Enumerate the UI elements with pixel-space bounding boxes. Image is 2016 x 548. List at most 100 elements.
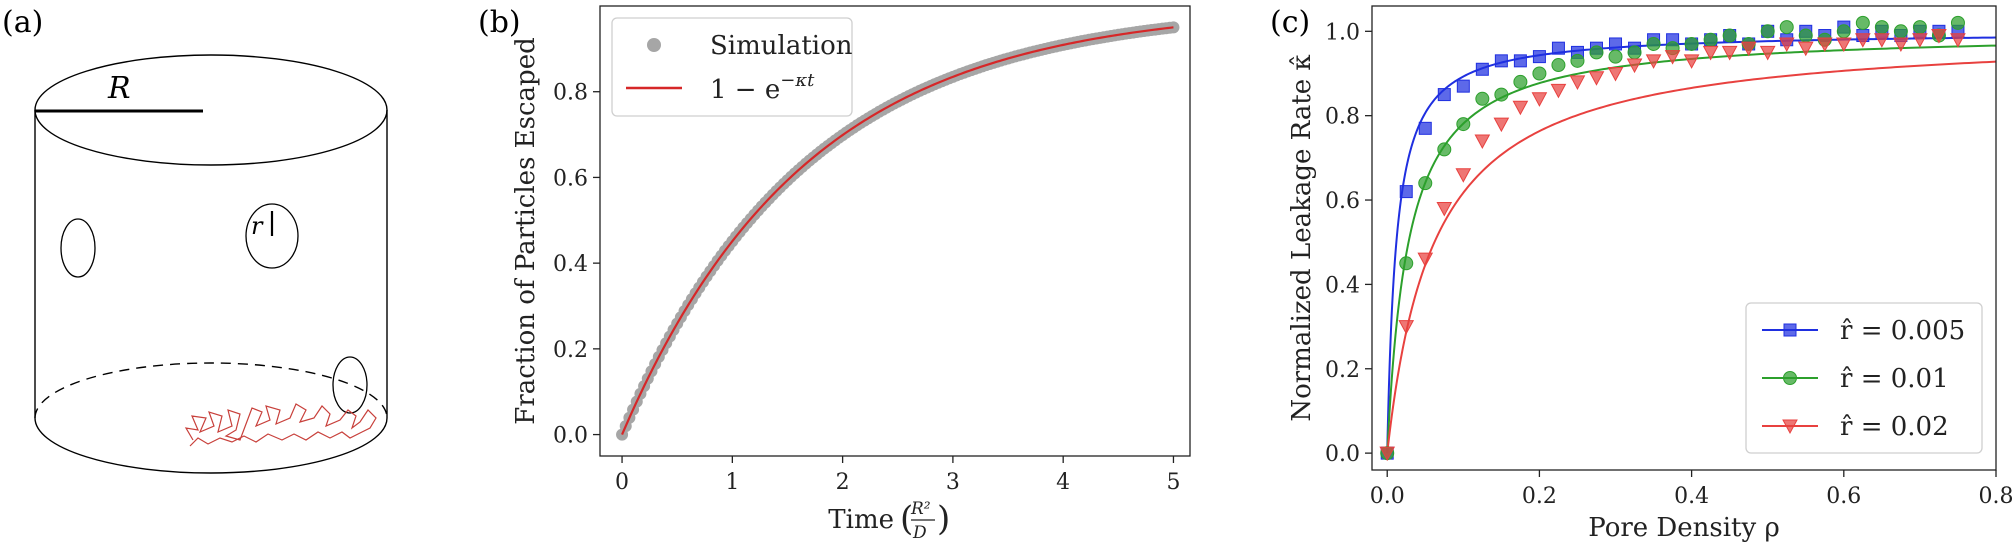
c-marker-triangle-down: [1531, 92, 1548, 107]
b-xtick-label: 4: [1056, 470, 1070, 495]
c-ytick-label: 0.0: [1325, 442, 1360, 467]
b-fit-line: [621, 26, 1174, 436]
c-marker-triangle-down: [1797, 41, 1814, 57]
cylinder-bottom-back-arc: [34, 362, 388, 419]
c-legend: r̂ = 0.005 r̂ = 0.01 r̂ = 0.02: [1745, 302, 1983, 454]
panel-label-b: (b): [478, 5, 521, 40]
c-legend-marker: [1783, 371, 1797, 385]
b-xtick-label: 2: [836, 470, 850, 495]
c-marker-triangle-down: [1740, 41, 1757, 57]
panel-c-chart: (c) 0.0 0.2 0.4 0.6 0.8 1.0 0.0 0.2 0.4 0.6 0.8 N…: [1270, 5, 2014, 543]
c-marker-circle: [1779, 20, 1794, 35]
cylinder: [34, 54, 388, 474]
c-marker-triangle-down: [1912, 33, 1928, 48]
c-ytick-label: 0.4: [1325, 273, 1360, 298]
c-xtick-label: 0.8: [1979, 484, 2014, 509]
b-x-ticks: 0 1 2 3 4 5: [615, 456, 1180, 495]
c-legend-marker: [1782, 419, 1798, 435]
c-marker-triangle-down: [1683, 54, 1700, 69]
c-marker-square: [1494, 54, 1508, 68]
c-y-ticks: 0.0 0.2 0.4 0.6 0.8 1.0: [1325, 20, 1372, 467]
c-xlabel: Pore Density ρ: [1588, 513, 1780, 543]
c-marker-triangle-down: [1607, 66, 1624, 82]
c-marker-triangle-down: [1835, 37, 1852, 53]
c-marker-circle: [1494, 87, 1509, 102]
c-marker-triangle-down: [1588, 71, 1605, 86]
c-marker-triangle-down: [1759, 45, 1776, 61]
b-ytick-label: 0.8: [553, 81, 588, 106]
svg-text:(: (: [900, 499, 913, 539]
b-y-ticks: 0.0 0.2 0.4 0.6 0.8: [553, 81, 600, 449]
c-marker-circle: [1874, 20, 1889, 35]
c-marker-triangle-down: [1417, 252, 1434, 268]
c-marker-triangle-down: [1645, 54, 1662, 69]
b-xtick-label: 0: [615, 470, 629, 495]
b-ytick-label: 0.0: [553, 424, 588, 449]
c-xtick-label: 0.0: [1370, 484, 1405, 509]
c-legend-marker: [1783, 323, 1797, 337]
c-marker-triangle-down: [1816, 37, 1833, 53]
panel-label-a: (a): [2, 5, 43, 40]
c-marker-triangle-down: [1436, 201, 1453, 217]
c-xtick-label: 0.4: [1674, 484, 1709, 509]
pore-center: [245, 203, 299, 269]
c-legend-box: [1745, 302, 1983, 454]
c-marker-circle: [1722, 28, 1737, 43]
b-xtick-label: 1: [725, 470, 739, 495]
c-xtick-label: 0.2: [1522, 484, 1557, 509]
c-marker-triangle-down: [1854, 33, 1871, 48]
c-marker-circle: [1399, 256, 1414, 271]
b-legend-marker: [647, 38, 661, 52]
b-ytick-label: 0.4: [553, 252, 588, 277]
c-marker-triangle-down: [1778, 37, 1795, 53]
pore-left: [60, 218, 96, 278]
panel-b-chart: (b) 0.0 0.2 0.4 0.6 0.8 0 1 2 3 4 5 Fraction of P…: [478, 5, 1191, 543]
b-xlabel: Time: [828, 505, 894, 535]
c-marker-circle: [1646, 36, 1661, 51]
b-xlabel-unit: ( R² D ): [900, 499, 950, 543]
c-marker-triangle-down: [1874, 33, 1890, 48]
pore-right: [332, 356, 368, 414]
c-marker-triangle-down: [1721, 45, 1738, 61]
b-legend: Simulation 1 − e−κt: [611, 17, 853, 117]
b-legend-box: [611, 17, 853, 117]
c-marker-triangle-down: [1702, 45, 1719, 61]
c-ytick-label: 0.2: [1325, 358, 1360, 383]
c-marker-circle: [1684, 36, 1699, 51]
c-marker-circle: [1513, 74, 1528, 89]
c-marker-circle: [1798, 28, 1813, 43]
c-marker-square: [1551, 41, 1565, 55]
c-marker-circle: [1570, 53, 1585, 68]
c-marker-circle: [1532, 66, 1547, 81]
b-legend-fit: 1 − e−κt: [710, 70, 815, 105]
c-ytick-label: 0.6: [1325, 189, 1360, 214]
c-marker-triangle-down: [1569, 75, 1586, 90]
c-ytick-label: 1.0: [1325, 20, 1360, 45]
c-marker-triangle-down: [1664, 50, 1681, 65]
c-marker-square: [1437, 88, 1451, 102]
random-walk-path: [184, 403, 377, 447]
c-marker-square: [1456, 79, 1470, 93]
b-legend-sim: Simulation: [710, 31, 853, 61]
b-ytick-label: 0.2: [553, 338, 588, 363]
svg-text:R²: R²: [910, 499, 931, 519]
c-fit-curve: [1386, 44, 1997, 454]
c-marker-circle: [1912, 20, 1927, 35]
c-fit-curve: [1386, 60, 1997, 454]
c-marker-square: [1475, 62, 1489, 76]
c-marker-triangle-down: [1626, 58, 1643, 74]
c-ytick-label: 0.8: [1325, 105, 1360, 130]
b-plot-frame: [599, 5, 1191, 457]
c-marker-circle: [1608, 49, 1623, 64]
b-xtick-label: 5: [1166, 470, 1180, 495]
c-marker-triangle-down: [1931, 29, 1947, 44]
c-marker-square: [1609, 37, 1623, 51]
c-marker-circle: [1703, 32, 1718, 47]
c-marker-circle: [1836, 24, 1851, 39]
panel-label-c: (c): [1270, 5, 1310, 40]
c-marker-circle: [1627, 45, 1642, 60]
radius-label: R: [107, 71, 131, 106]
c-marker-circle: [1418, 176, 1433, 191]
c-marker-circle: [1475, 91, 1490, 106]
c-marker-square: [1418, 121, 1432, 135]
